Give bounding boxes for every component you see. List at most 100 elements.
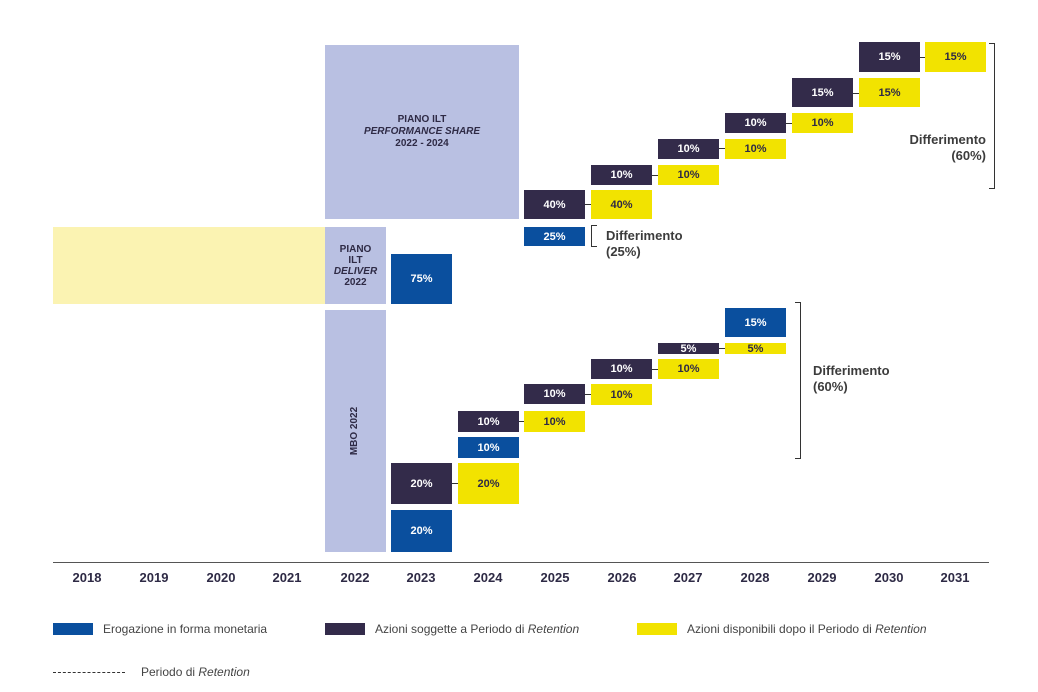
retention-dash [853,93,859,94]
cell-label: 15% [878,51,901,63]
deferral-line1: Differimento [606,228,683,243]
cell-2028-available-5: 5% [725,342,786,355]
plan-performance-line1: PIANO ILT [397,114,447,125]
cell-label: 10% [610,363,633,375]
cell-2029-available-10: 10% [792,113,853,133]
cell-2027-retention-5: 5% [658,342,719,355]
plan-performance-share-bg [325,45,519,219]
cell-2028-cash-15: 15% [725,308,786,337]
legend-label-available-it: Retention [875,622,927,636]
plan-deliver-line3: DELIVER [333,265,378,277]
year-tick-label: 2028 [740,570,770,585]
cell-label: 20% [410,525,433,537]
plan-deliver-line1: PIANO [339,243,372,255]
cell-2025-available-10: 10% [524,411,585,432]
legend-swatch-retention [325,623,365,635]
deferral-line2: (60%) [813,379,848,394]
cell-label: 10% [610,388,633,401]
cell-label: 10% [744,143,767,155]
cell-label: 10% [543,388,566,400]
plan-deliver-timeline-bg [53,227,325,304]
cell-2026-available-10b: 10% [591,384,652,405]
cell-label: 15% [744,316,767,329]
retention-dash [585,394,591,395]
year-tick-label: 2023 [406,570,436,585]
plan-deliver-line2: ILT [348,254,363,266]
cell-2030-available-15: 15% [859,78,920,107]
cell-2023-cash-20: 20% [391,510,452,552]
year-tick-label: 2029 [807,570,837,585]
legend-cash: Erogazione in forma monetaria [53,622,267,636]
year-tick-label: 2024 [473,570,503,585]
retention-dash [719,148,725,149]
cell-2023-retention-20: 20% [391,463,452,504]
cell-2031-available-15: 15% [925,42,986,72]
cell-label: 25% [543,230,566,243]
cell-2027-available-10: 10% [658,165,719,185]
cell-2026-retention-10: 10% [591,165,652,185]
retention-dash [786,123,792,124]
cell-label: 10% [677,169,700,181]
year-tick-label: 2030 [874,570,904,585]
retention-dash [452,483,458,484]
year-tick-label: 2019 [139,570,169,585]
cell-2026-retention-10b: 10% [591,359,652,379]
deferral-line2: (25%) [606,244,641,259]
cell-label: 15% [811,86,834,99]
deferral-label-mid: Differimento (25%) [606,228,683,260]
cell-2029-retention-15: 15% [792,78,853,107]
cell-label: 10% [543,415,566,428]
retention-dash [920,57,925,58]
cell-label: 10% [477,441,500,454]
legend-swatch-available [637,623,677,635]
cell-label: 15% [944,51,967,63]
year-tick-label: 2026 [607,570,637,585]
plan-deliver-line4: 2022 [344,276,367,288]
deferral-bracket-bottom [795,302,801,459]
cell-2024-cash-10: 10% [458,437,519,458]
retention-dash [652,369,658,370]
cell-label: 5% [680,342,697,355]
deferral-line1: Differimento [813,363,890,378]
plan-performance-share-label: PIANO ILT PERFORMANCE SHARE 2022 - 2024 [325,45,519,219]
deferral-label-bottom: Differimento (60%) [813,363,890,395]
cell-label: 40% [610,198,633,211]
cell-2025-retention-40: 40% [524,190,585,219]
cell-2030-retention-15: 15% [859,42,920,72]
cell-label: 10% [677,143,700,155]
year-tick-label: 2027 [673,570,703,585]
legend-swatch-dash [53,671,125,673]
deferral-line1: Differimento [909,132,986,147]
retention-dash [518,421,524,422]
cell-label: 10% [811,117,834,129]
cell-label: 5% [747,342,764,355]
x-axis-line [53,562,989,563]
plan-deliver-label: PIANO ILT DELIVER 2022 [325,227,386,304]
legend-retention: Azioni soggette a Periodo di Retention [325,622,579,636]
legend-swatch-cash [53,623,93,635]
cell-2025-cash-25: 25% [524,227,585,246]
cell-label: 10% [744,117,767,129]
cell-label: 20% [410,477,433,490]
cell-2027-available-10b: 10% [658,359,719,379]
plan-mbo-label: MBO 2022 [325,310,386,552]
cell-2025-retention-10: 10% [524,384,585,404]
legend-label-retention-pre: Azioni soggette a Periodo di [375,622,528,636]
plan-mbo-text: MBO 2022 [349,406,361,456]
retention-dash [585,204,591,205]
cell-2028-retention-10: 10% [725,113,786,133]
deferral-bracket-mid [591,225,597,247]
retention-dash [719,348,725,349]
legend-label-cash: Erogazione in forma monetaria [103,622,268,636]
cell-label: 10% [610,169,633,181]
year-tick-label: 2025 [540,570,570,585]
deferral-bracket-top [989,43,995,189]
cell-label: 20% [477,477,500,490]
cell-label: 15% [878,86,901,99]
year-tick-label: 2031 [940,570,970,585]
plan-deliver-bg [325,227,386,304]
cell-label: 75% [410,273,433,285]
cell-label: 10% [477,415,500,428]
year-tick-label: 2021 [272,570,302,585]
